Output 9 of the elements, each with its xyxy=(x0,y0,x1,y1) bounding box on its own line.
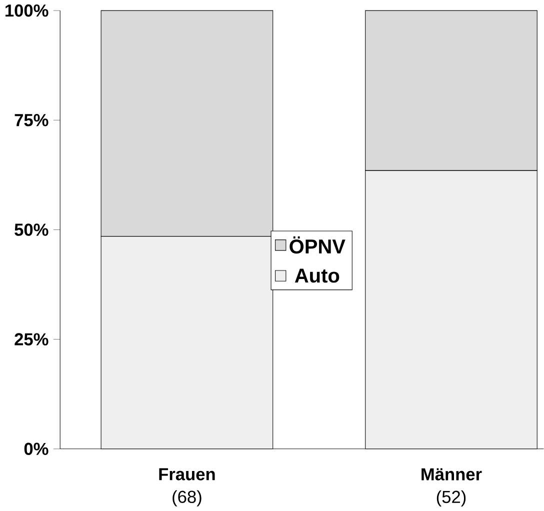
x-tick-label: Frauen (68) xyxy=(159,468,215,506)
y-tick-label: 0% xyxy=(24,442,48,456)
y-tick-label: 75% xyxy=(14,114,48,126)
legend-label: Auto xyxy=(294,268,340,283)
x-tick-label: Männer (52) xyxy=(422,468,482,507)
y-tick-label: 100% xyxy=(6,4,48,17)
y-tick-label: 25% xyxy=(14,333,48,346)
legend-label: ÖPNV xyxy=(290,236,346,254)
y-tick-label: 50% xyxy=(14,224,48,236)
